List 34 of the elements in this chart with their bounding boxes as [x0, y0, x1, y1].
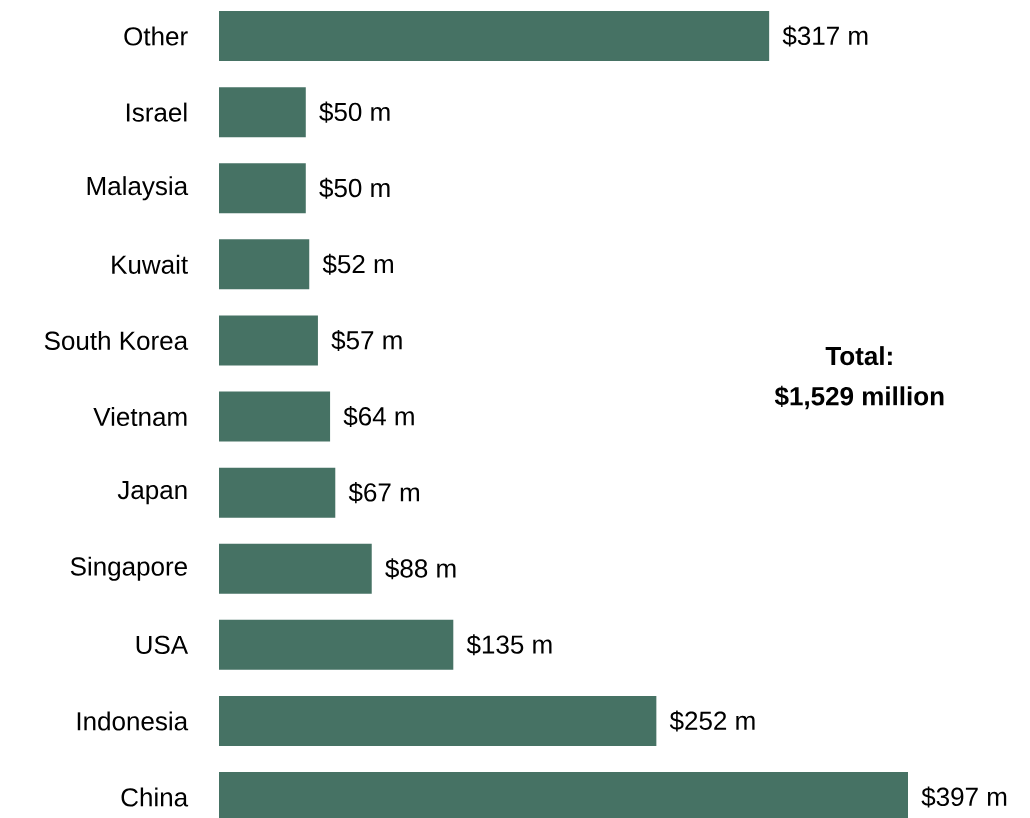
y-tick-label: Singapore	[70, 556, 187, 581]
data-label: $67 m	[348, 482, 419, 504]
y-tick-label: Other	[124, 26, 188, 46]
bar	[219, 695, 657, 746]
data-label: $252 m	[669, 710, 755, 732]
data-label: $64 m	[343, 406, 414, 428]
y-tick-label: Indonesia	[77, 711, 189, 731]
y-tick-label: Kuwait	[112, 254, 188, 274]
bar	[219, 543, 372, 594]
data-label: $397 m	[921, 786, 1007, 808]
bar	[219, 315, 318, 366]
data-label: $50 m	[319, 177, 390, 199]
bar	[219, 163, 306, 214]
bar	[219, 467, 336, 518]
annotation: Total:	[825, 346, 892, 366]
annotation: $1,529 million	[774, 385, 944, 410]
y-tick-label: South Korea	[44, 330, 189, 350]
bar	[219, 11, 770, 62]
y-tick-label: Japan	[117, 481, 187, 505]
bar	[219, 87, 306, 138]
data-label: $135 m	[466, 634, 552, 656]
y-tick-label: China	[121, 787, 189, 807]
data-label: $52 m	[322, 253, 393, 275]
bar	[219, 619, 454, 670]
bar	[219, 239, 310, 290]
y-tick-label: Vietnam	[93, 407, 187, 427]
data-label: $88 m	[385, 558, 456, 580]
y-tick-label: Israel	[126, 102, 187, 122]
y-tick-label: Malaysia	[87, 176, 189, 201]
bar	[219, 391, 331, 442]
data-label: $317 m	[782, 25, 868, 47]
data-label: $57 m	[331, 329, 402, 351]
y-tick-label: USA	[136, 635, 189, 655]
data-label: $50 m	[319, 101, 390, 123]
